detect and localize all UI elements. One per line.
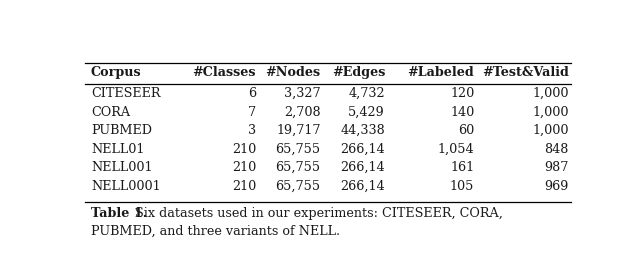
Text: 266,14: 266,14 — [340, 161, 385, 174]
Text: PUBMED, and three variants of NELL.: PUBMED, and three variants of NELL. — [91, 225, 340, 238]
Text: 1,054: 1,054 — [438, 143, 474, 156]
Text: #Classes: #Classes — [193, 66, 256, 79]
Text: NELL001: NELL001 — [91, 161, 152, 174]
Text: NELL01: NELL01 — [91, 143, 144, 156]
Text: 7: 7 — [248, 106, 256, 119]
Text: #Labeled: #Labeled — [408, 66, 474, 79]
Text: 2,708: 2,708 — [284, 106, 321, 119]
Text: 65,755: 65,755 — [275, 180, 321, 193]
Text: Table 1.: Table 1. — [91, 207, 147, 220]
Text: 969: 969 — [544, 180, 568, 193]
Text: #Nodes: #Nodes — [266, 66, 321, 79]
Text: 140: 140 — [450, 106, 474, 119]
Text: 120: 120 — [450, 87, 474, 100]
Text: 3,327: 3,327 — [284, 87, 321, 100]
Text: 65,755: 65,755 — [275, 143, 321, 156]
Text: #Edges: #Edges — [332, 66, 385, 79]
Text: 210: 210 — [232, 180, 256, 193]
Text: 1,000: 1,000 — [532, 106, 568, 119]
Text: Six datasets used in our experiments: CITESEER, CORA,: Six datasets used in our experiments: CI… — [127, 207, 502, 220]
Text: 3: 3 — [248, 124, 256, 137]
Text: 19,717: 19,717 — [276, 124, 321, 137]
Text: 105: 105 — [450, 180, 474, 193]
Text: NELL0001: NELL0001 — [91, 180, 161, 193]
Text: 4,732: 4,732 — [348, 87, 385, 100]
Text: 210: 210 — [232, 161, 256, 174]
Text: 60: 60 — [458, 124, 474, 137]
Text: 987: 987 — [544, 161, 568, 174]
Text: 1,000: 1,000 — [532, 87, 568, 100]
Text: 6: 6 — [248, 87, 256, 100]
Text: #Test&Valid: #Test&Valid — [482, 66, 568, 79]
Text: 848: 848 — [544, 143, 568, 156]
Text: 5,429: 5,429 — [348, 106, 385, 119]
Text: CITESEER: CITESEER — [91, 87, 161, 100]
Text: 65,755: 65,755 — [275, 161, 321, 174]
Text: 161: 161 — [450, 161, 474, 174]
Text: 266,14: 266,14 — [340, 180, 385, 193]
Text: Corpus: Corpus — [91, 66, 141, 79]
Text: 266,14: 266,14 — [340, 143, 385, 156]
Text: 210: 210 — [232, 143, 256, 156]
Text: 44,338: 44,338 — [340, 124, 385, 137]
Text: 1,000: 1,000 — [532, 124, 568, 137]
Text: CORA: CORA — [91, 106, 130, 119]
Text: PUBMED: PUBMED — [91, 124, 152, 137]
